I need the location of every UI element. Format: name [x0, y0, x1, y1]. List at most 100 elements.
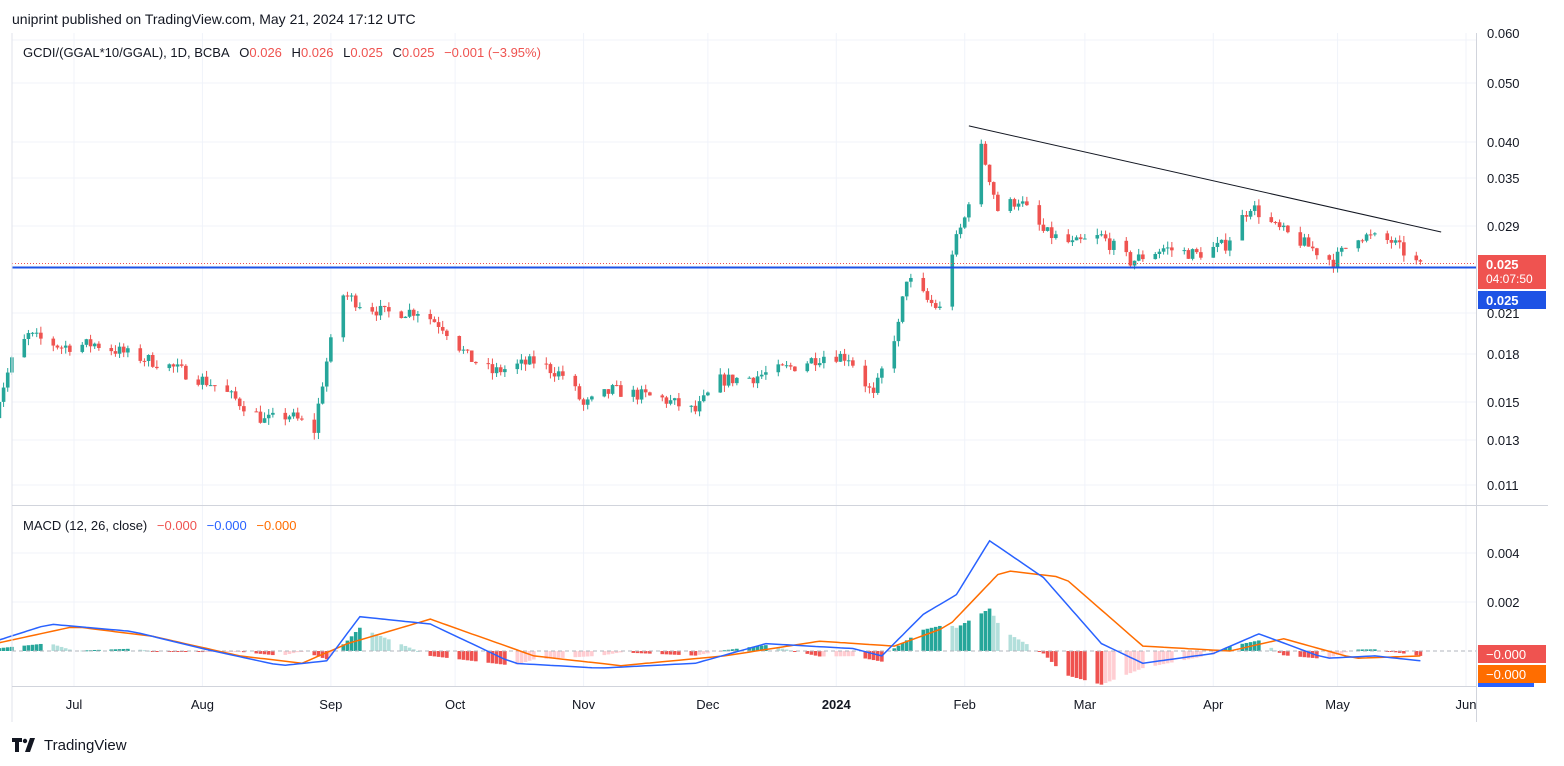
macd-histogram-bar: [1128, 651, 1133, 674]
candle-body: [648, 392, 652, 396]
candle-body: [892, 341, 897, 369]
candle-body: [519, 359, 524, 364]
macd-histogram-bar: [950, 625, 955, 651]
candle-body: [92, 343, 97, 347]
candle-body: [793, 366, 797, 372]
candle-body: [1190, 249, 1195, 259]
macd-histogram-bar: [1078, 651, 1083, 680]
candle-body: [142, 360, 147, 362]
candle-body: [382, 305, 387, 308]
price-tick-label: 0.040: [1487, 135, 1520, 150]
macd-histogram-bar: [672, 651, 677, 655]
candle-body: [735, 377, 739, 384]
macd-histogram-bar: [1414, 651, 1419, 656]
candle-body: [938, 306, 942, 308]
macd-tick-label: 0.004: [1487, 546, 1520, 561]
macd-histogram-bar: [1049, 651, 1054, 662]
candle-body: [387, 307, 391, 312]
macd-histogram-bar: [573, 651, 578, 658]
macd-histogram-bar: [142, 650, 147, 652]
candle-body: [1161, 248, 1166, 252]
macd-line-value: −0.000: [206, 518, 247, 533]
macd-histogram-bar: [30, 644, 35, 651]
candle-body: [1194, 249, 1199, 253]
candle-body: [1103, 234, 1108, 239]
candle-body: [416, 313, 420, 316]
macd-histogram-bar: [341, 644, 346, 651]
candle-body: [921, 277, 926, 292]
candle-body: [1020, 201, 1025, 204]
macd-histogram-bar: [324, 651, 329, 660]
candle-body: [494, 367, 499, 374]
macd-histogram-bar: [780, 648, 785, 651]
macd-histogram-bar: [1099, 651, 1104, 685]
candle-body: [254, 411, 259, 413]
candle-body: [788, 365, 793, 367]
candle-body: [55, 345, 60, 348]
macd-histogram-bar: [345, 640, 350, 651]
candle-body: [664, 397, 669, 404]
candle-body: [1124, 240, 1129, 253]
macd-histogram-bar: [577, 651, 582, 657]
macd-histogram-bar: [1393, 651, 1398, 653]
candle-body: [606, 389, 611, 394]
candle-body: [996, 194, 1000, 211]
candle-body: [1112, 240, 1116, 250]
macd-signal-value: −0.000: [256, 518, 297, 533]
candle-body: [544, 363, 549, 365]
macd-histogram-bar: [706, 651, 710, 654]
candle-body: [370, 307, 375, 312]
macd-histogram-bar: [842, 651, 847, 657]
candle-body: [266, 414, 271, 419]
macd-histogram-bar: [126, 648, 130, 651]
candle-body: [1286, 225, 1290, 233]
candle-body: [846, 360, 851, 362]
candle-body: [26, 333, 31, 340]
candle-body: [983, 143, 988, 165]
candle-body: [39, 332, 43, 339]
macd-histogram-bar: [1025, 644, 1029, 651]
macd-histogram-bar: [1095, 651, 1100, 684]
open-value: 0.026: [249, 45, 282, 60]
candle-body: [30, 332, 35, 334]
macd-histogram-bar: [1016, 639, 1021, 651]
candle-body: [440, 326, 445, 331]
candle-body: [751, 377, 756, 384]
macd-histogram-bar: [117, 649, 122, 651]
candle-body: [1037, 205, 1042, 225]
macd-histogram-bar: [925, 628, 930, 651]
candle-body: [469, 350, 474, 362]
candle-body: [283, 412, 288, 420]
candle-body: [590, 396, 594, 400]
macd-histogram-bar: [51, 644, 56, 651]
candle-body: [967, 204, 971, 218]
candle-body: [320, 386, 325, 404]
countdown-value: 04:07:50: [1486, 272, 1533, 286]
candle-body: [34, 332, 39, 334]
candle-body: [1012, 199, 1017, 207]
candle-body: [1402, 242, 1406, 256]
macd-histogram-bar: [1252, 641, 1257, 651]
candle-body: [1298, 232, 1303, 246]
candle-body: [979, 143, 984, 205]
candle-body: [697, 401, 702, 412]
candle-body: [573, 375, 578, 387]
candle-body: [880, 368, 884, 378]
candle-body: [515, 363, 520, 370]
macd-histogram-bar: [445, 651, 449, 658]
macd-histogram-bar: [813, 651, 818, 656]
macd-histogram-bar: [84, 650, 89, 652]
candle-body: [242, 406, 246, 412]
macd-histogram-bar: [614, 651, 619, 654]
candle-body: [461, 349, 466, 351]
candle-body: [1277, 222, 1282, 228]
macd-histogram-bar: [378, 636, 383, 651]
candle-body: [1054, 234, 1058, 239]
macd-histogram-bar: [759, 645, 764, 651]
macd-histogram-bar: [697, 651, 702, 655]
candle-body: [403, 316, 408, 319]
close-value: 0.025: [401, 45, 435, 60]
candle-body: [407, 309, 412, 317]
macd-histogram-bar: [1186, 651, 1191, 660]
